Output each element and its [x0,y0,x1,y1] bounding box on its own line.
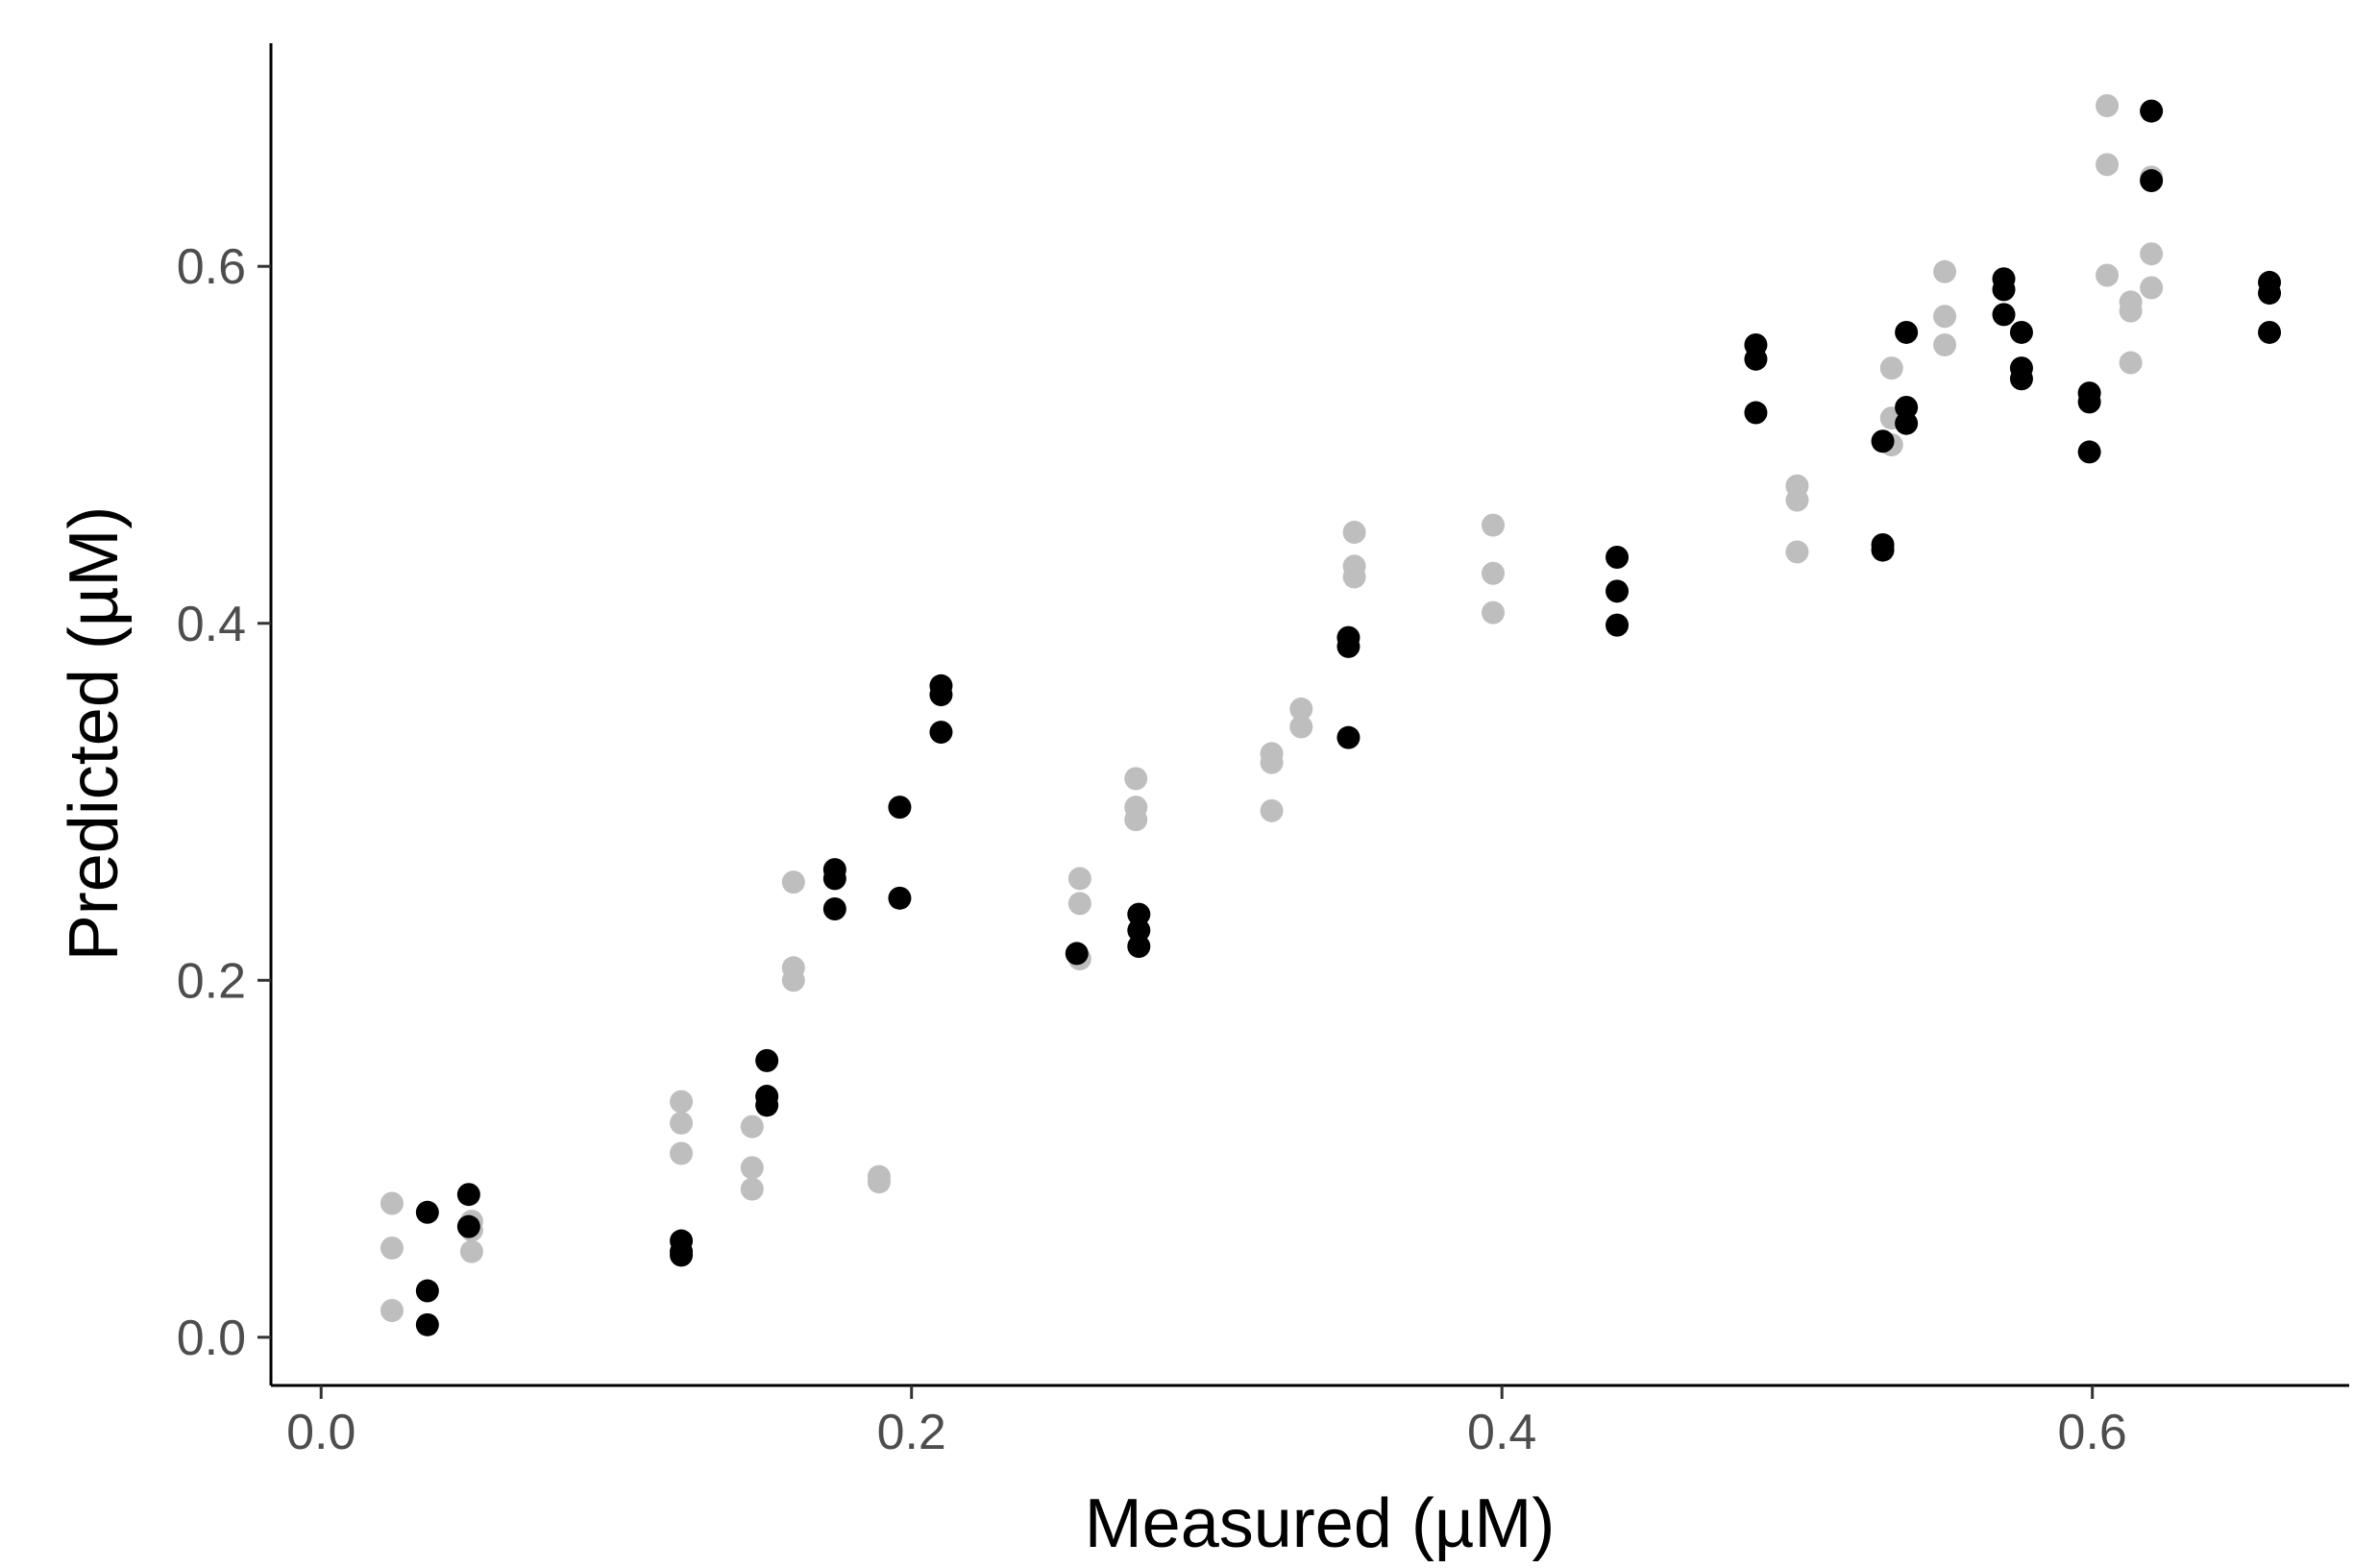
grey-point [1933,332,1957,356]
black-point [415,1200,439,1224]
grey-point [380,1298,404,1322]
y-tick-label: 0.2 [177,953,246,1009]
grey-point [740,1156,764,1180]
x-tick-label: 0.0 [286,1405,355,1460]
y-axis-ticks: 0.0 0.2 0.4 0.6 [177,239,271,1366]
black-point [670,1243,694,1267]
black-point [1895,395,1919,419]
black-point [1744,401,1768,425]
y-tick-label: 0.4 [177,597,246,652]
grey-point [1260,798,1284,822]
y-tick-label: 0.6 [177,239,246,295]
black-point [1336,725,1361,749]
black-point [929,721,953,745]
grey-point [1481,561,1505,585]
x-tick-label: 0.4 [1467,1405,1536,1460]
black-point [1871,538,1895,562]
grey-point [867,1170,891,1194]
grey-point [1289,697,1313,721]
black-point [1606,613,1630,637]
grey-point [1933,305,1957,329]
grey-point [1481,513,1505,537]
grey-point [670,1111,694,1135]
black-point [822,867,846,891]
black-point [1606,546,1630,570]
grey-point [1481,600,1505,625]
black-point [888,886,912,910]
black-point [888,796,912,820]
black-point [2077,440,2101,464]
grey-point [670,1090,694,1114]
grey-point [2119,299,2143,323]
black-point [456,1183,480,1207]
black-point [2077,390,2101,414]
x-axis-ticks: 0.0 0.2 0.4 0.6 [286,1385,2127,1460]
grey-point [2119,351,2143,375]
grey-point [1260,750,1284,774]
black-point [1744,347,1768,371]
black-point [1871,429,1895,453]
grey-point [2096,94,2120,118]
black-point [2009,320,2033,344]
black-point [456,1214,480,1238]
grey-point [2140,276,2164,300]
black-point [1127,935,1151,959]
black-point [2140,99,2164,123]
black-point [1127,919,1151,943]
grey-point [2096,263,2120,287]
grey-point [1785,488,1809,512]
black-point [1992,303,2016,327]
grey-point [670,1141,694,1165]
black-point [929,683,953,707]
black-point [1127,902,1151,926]
x-tick-label: 0.6 [2058,1405,2127,1460]
black-point [755,1048,779,1072]
grey-point [1124,767,1148,791]
black-point [1065,942,1089,966]
black-point [415,1312,439,1336]
grey-point [1879,356,1903,380]
black-point [2009,367,2033,391]
grey-point [1067,867,1091,891]
grey-point [740,1115,764,1139]
grey-point [740,1177,764,1201]
grey-point [1342,521,1366,545]
grey-point [459,1239,483,1263]
black-point [1606,579,1630,603]
grey-point [781,870,805,894]
grey-point [2096,153,2120,177]
x-axis-title: Measured (µM) [1085,1485,1556,1562]
grey-point [1933,259,1957,283]
grey-point [2140,242,2164,266]
black-point [1336,634,1361,658]
black-point [822,896,846,920]
grey-point [781,968,805,992]
black-point [2258,282,2282,306]
black-point [415,1279,439,1303]
x-tick-label: 0.2 [877,1405,946,1460]
grey-point [380,1236,404,1260]
y-tick-label: 0.0 [177,1311,246,1366]
grey-point [1785,540,1809,564]
y-axis-title: Predicted (µM) [56,506,133,962]
black-point [2140,169,2164,193]
grey-point [380,1191,404,1215]
black-point [1895,320,1919,344]
grey-point [1342,565,1366,589]
grey-point [1124,808,1148,832]
black-point [2258,320,2282,344]
black-point [1895,411,1919,435]
black-point [755,1093,779,1117]
black-point [1992,278,2016,302]
grey-point [1067,892,1091,916]
points-layer [380,94,2282,1336]
grey-point [1289,715,1313,739]
